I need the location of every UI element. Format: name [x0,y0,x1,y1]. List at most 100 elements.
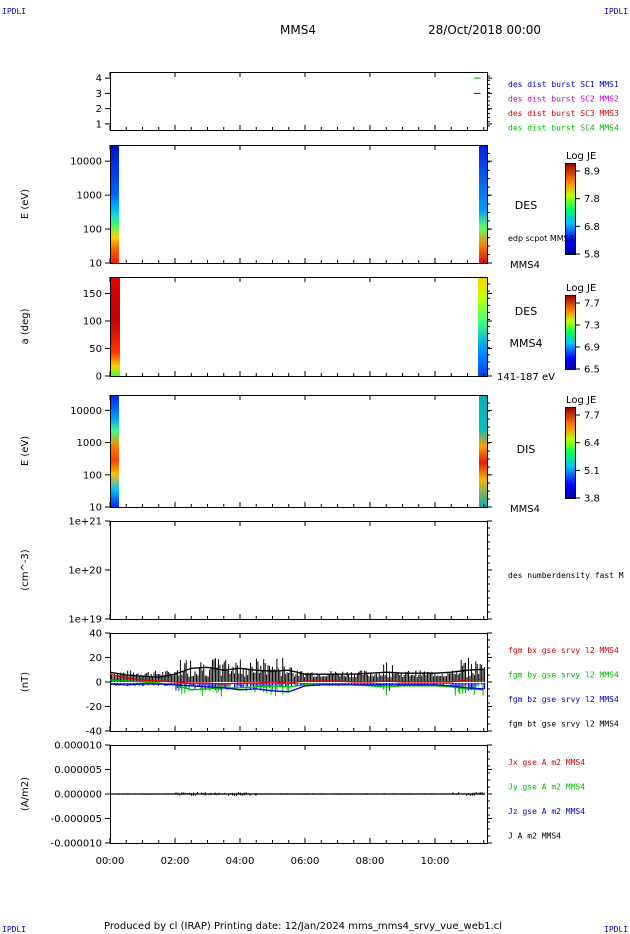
axes: 4321100001000100101501005001000010001001… [51,72,492,867]
ytick-label-fgm: -40 [86,727,102,738]
colorbar-tick-label-dis-energy: 5.1 [584,466,600,477]
ytick-label-des-energy: 10000 [70,157,102,168]
colorbar-dis-energy [565,407,576,499]
panel-frame-burst [110,72,488,131]
panel-bottom-label-des-energy: MMS4 [510,260,540,271]
colorbar-title-dis-energy: Log JE [566,395,596,406]
ytick-label-dis-energy: 100 [83,470,102,481]
xtick-label: 00:00 [96,856,125,867]
colorbar-des-energy [565,163,576,255]
ytick-label-des-energy: 100 [83,225,102,236]
legend-entry-current: Jz gse A m2 MMS4 [508,807,585,816]
ytick-label-fgm: 0 [96,678,102,689]
colorbar-tick-label-dis-energy: 3.8 [584,494,600,505]
series-fgm-bz [109,683,484,693]
xtick-label: 06:00 [291,856,320,867]
plot-title: MMS4 [280,23,316,37]
corner-label-top-left: IPDLI [2,7,26,16]
footer-text: Produced by cl (IRAP) Printing date: 12/… [104,921,502,932]
ylabel-dis-energy: E (eV) [20,436,31,466]
ytick-label-dis-energy: 10000 [70,406,102,417]
legend-entry-burst: des dist burst SC2 MMS2 [508,95,619,104]
ylabel-fgm: (nT) [20,672,31,692]
ytick-label-des-pitch: 50 [89,344,102,355]
colorbar-title-des-pitch: Log JE [566,283,596,294]
des-energy-spectrum-right [479,146,487,263]
ytick-label-des-pitch: 100 [83,317,102,328]
panel-frame-dis-energy [110,395,488,508]
colorbar-tick-label-des-energy: 7.8 [584,194,600,205]
colorbar-tick-label-dis-energy: 6.4 [584,438,600,449]
colorbar-tick-label-des-energy: 6.8 [584,222,600,233]
colorbar-tick-label-des-pitch: 7.3 [584,321,600,332]
colorbar-tick-label-des-pitch: 7.7 [584,299,600,310]
legend-entry-fgm: fgm bt gse srvy l2 MMS4 [508,720,619,729]
fgm-noise-band [111,657,486,796]
colorbar-tick-label-des-energy: 5.8 [584,250,600,261]
xtick-label: 04:00 [226,856,255,867]
colorbar-tick-label-des-pitch: 6.9 [584,343,600,354]
panel-sublabel-des-pitch: MMS4 [510,337,543,350]
legend-entry-current: Jy gse A m2 MMS4 [508,783,585,792]
legend-entry-fgm: fgm bx gse srvy l2 MMS4 [508,646,619,655]
ytick-label-density: 1e+21 [68,517,102,528]
ytick-label-burst: 2 [96,104,102,115]
ytick-label-des-pitch: 0 [96,372,102,383]
spectrogram-fills [111,146,487,507]
series-layer [109,77,484,795]
colorbars [565,163,576,499]
panel-label-dis-energy: DIS [517,443,536,456]
ytick-label-burst: 1 [96,119,102,130]
ytick-label-current: -0.000005 [51,814,102,825]
panel-frame-des-energy [110,145,488,264]
xtick-label: 02:00 [161,856,190,867]
des-pitch-spectrum-right [478,278,487,376]
dis-energy-spectrum-left [111,396,119,507]
des-pitch-spectrum-left [111,278,120,376]
ytick-label-current: 0.000010 [54,741,102,752]
legend-entry-density: des numberdensity fast M [508,571,624,580]
panel-label-des-pitch: DES [515,305,537,318]
corner-label-bottom-right: IPDLI [604,925,628,934]
colorbar-tick-label-des-energy: 8.9 [584,167,600,178]
panel-frames [110,72,488,844]
ylabel-current: (A/m2) [20,777,31,811]
series-fgm-bt [109,666,484,678]
legend-entry-burst: des dist burst SC1 MMS1 [508,80,619,89]
ylabel-des-energy: E (eV) [20,189,31,219]
legend-entry-current: J A m2 MMS4 [508,832,561,841]
panel-sublabel-des-energy: edp scpot MMS4 [508,234,574,243]
legend-entry-current: Jx gse A m2 MMS4 [508,758,585,767]
colorbar-tick-label-des-pitch: 6.5 [584,365,600,376]
legend-entry-fgm: fgm bz gse srvy l2 MMS4 [508,695,619,704]
ylabel-density: (cm^-3) [20,549,31,590]
panel-bottom-label-dis-energy: MMS4 [510,504,540,515]
colorbar-des-pitch [565,295,576,370]
ytick-label-burst: 4 [96,74,102,85]
ytick-label-des-energy: 10 [89,259,102,270]
ytick-label-current: 0.000000 [54,790,102,801]
panel-bottom-label-des-pitch: 141-187 eV [497,372,555,383]
xtick-label: 10:00 [421,856,450,867]
ytick-label-fgm: -20 [86,702,102,713]
colorbar-title-des-energy: Log JE [566,151,596,162]
ytick-label-density: 1e+20 [68,566,102,577]
legend-entry-burst: des dist burst SC4 MMS4 [508,124,619,133]
panel-frame-des-pitch [110,277,488,377]
corner-label-top-right: IPDLI [604,7,628,16]
ytick-label-density: 1e+19 [68,615,102,626]
ytick-label-des-energy: 1000 [77,191,102,202]
ytick-label-current: -0.000010 [51,839,102,850]
series-fgm-bx [109,673,484,685]
dis-energy-spectrum-right [479,396,487,507]
ytick-label-dis-energy: 1000 [77,438,102,449]
plot-date: 28/Oct/2018 00:00 [428,23,541,37]
ytick-label-fgm: 40 [89,629,102,640]
legend-entry-fgm: fgm by gse srvy l2 MMS4 [508,671,619,680]
corner-label-bottom-left: IPDLI [2,925,26,934]
panel-frame-density [110,521,488,620]
legend-entry-burst: des dist burst SC3 MMS3 [508,109,619,118]
ytick-label-current: 0.000005 [54,765,102,776]
panel-label-des-energy: DES [515,199,537,212]
